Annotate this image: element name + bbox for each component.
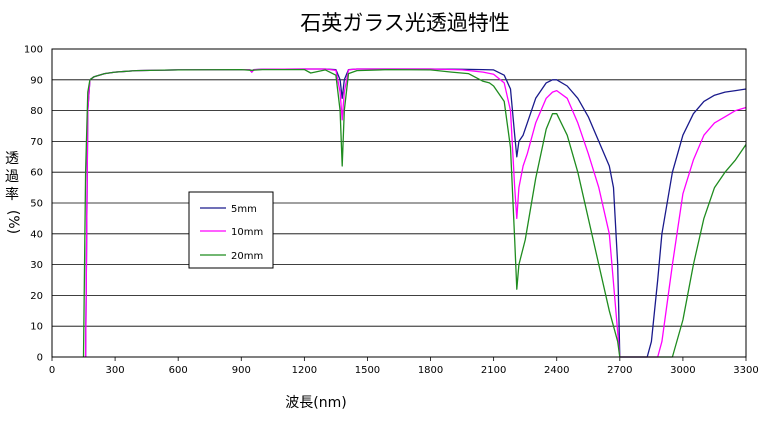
y-tick-label: 90 xyxy=(30,75,43,86)
x-tick-label: 300 xyxy=(106,365,125,376)
y-tick-label: 30 xyxy=(30,260,43,271)
y-tick-label: 40 xyxy=(30,229,43,240)
series-line-10mm xyxy=(84,68,747,358)
x-tick-label: 2400 xyxy=(544,365,569,376)
series-line-5mm xyxy=(84,68,747,358)
legend-label-5mm: 5mm xyxy=(231,204,257,215)
legend: 5mm 10mm 20mm xyxy=(188,191,274,269)
grid-lines xyxy=(51,48,747,361)
series-lines xyxy=(82,68,747,358)
legend-label-10mm: 10mm xyxy=(231,227,263,238)
y-tick-label: 60 xyxy=(30,168,43,179)
y-tick-label: 70 xyxy=(30,137,43,148)
x-tick-label: 2700 xyxy=(607,365,632,376)
y-axis-label-char: 率 xyxy=(5,186,19,203)
x-tick-label: 1200 xyxy=(292,365,317,376)
x-tick-label: 0 xyxy=(49,365,55,376)
x-tick-label: 3300 xyxy=(733,365,758,376)
x-axis-label: 波長(nm) xyxy=(285,395,346,411)
y-axis-label-char: 過 xyxy=(5,169,19,185)
x-tick-labels: 0 300 600 900 1200 1500 1800 2100 2400 2700 3000 33… xyxy=(49,365,759,376)
plot-area-frame xyxy=(51,48,747,358)
x-tick-label: 1800 xyxy=(418,365,443,376)
y-axis-label-char: 透 xyxy=(5,151,19,167)
y-tick-label: 100 xyxy=(24,45,43,56)
x-tick-label: 900 xyxy=(232,365,251,376)
y-tick-label: 80 xyxy=(30,106,43,117)
x-tick-label: 3000 xyxy=(670,365,695,376)
y-tick-label: 0 xyxy=(37,353,43,364)
y-axis-label: 透 過 率 (%) xyxy=(5,151,21,234)
x-tick-label: 2100 xyxy=(481,365,506,376)
y-axis-label-unit: (%) xyxy=(5,210,21,234)
y-tick-label: 20 xyxy=(30,291,43,302)
series-line-20mm xyxy=(82,68,747,358)
y-tick-labels: 0 10 20 30 40 50 60 70 80 90 100 xyxy=(24,45,43,364)
chart-title: 石英ガラス光透過特性 xyxy=(300,11,510,35)
legend-label-20mm: 20mm xyxy=(231,251,263,262)
x-tick-label: 1500 xyxy=(355,365,380,376)
y-tick-label: 10 xyxy=(30,322,43,333)
y-tick-label: 50 xyxy=(30,199,43,210)
x-tick-label: 600 xyxy=(169,365,188,376)
